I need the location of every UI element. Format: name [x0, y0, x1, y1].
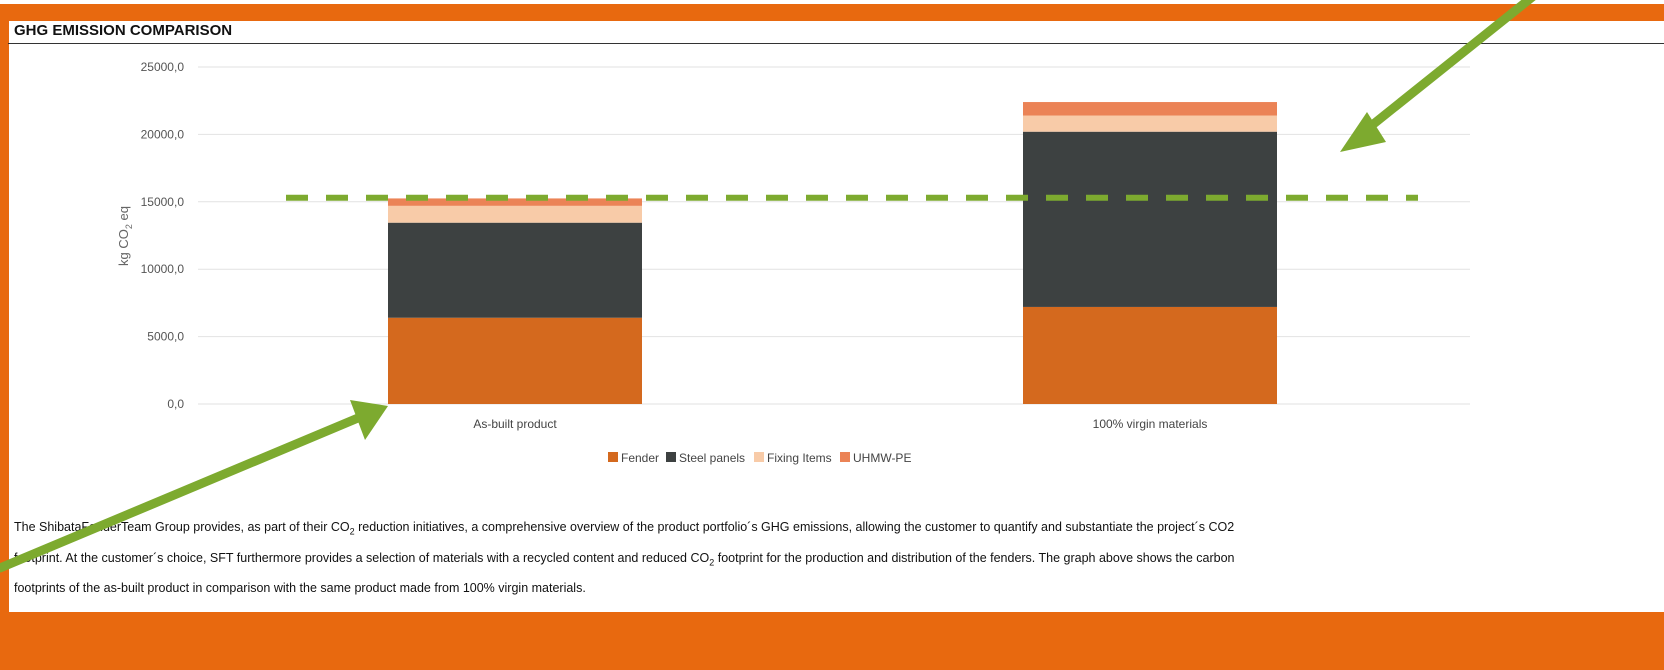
legend: Fender Steel panels Fixing Items UHMW-PE [608, 451, 911, 465]
bar-steel-panels [388, 222, 642, 318]
legend-swatch [666, 452, 676, 462]
bar-fender [388, 317, 642, 404]
description-line-2: footprint. At the customer´s choice, SFT… [14, 550, 1235, 568]
legend-label: Fixing Items [767, 451, 832, 465]
legend-swatch [608, 452, 618, 462]
y-tick-label: 15000,0 [141, 195, 185, 209]
y-axis-label: kg CO2 eq [116, 206, 134, 266]
legend-swatch [754, 452, 764, 462]
y-axis-ticks: 0,0 5000,0 10000,0 15000,0 20000,0 25000,0 [141, 60, 185, 411]
frame-bottom-bar [0, 612, 1664, 670]
y-tick-label: 5000,0 [147, 330, 184, 344]
bars [388, 102, 1277, 404]
y-tick-label: 0,0 [167, 397, 184, 411]
description-line-3: footprints of the as-built product in co… [14, 581, 586, 595]
bar-fender [1023, 306, 1277, 404]
frame-left-border [0, 4, 9, 670]
ghg-chart: 0,0 5000,0 10000,0 15000,0 20000,0 25000,0 kg… [116, 60, 1470, 465]
x-tick-label: As-built product [473, 417, 557, 431]
bar-uhmw-pe [388, 198, 642, 206]
bar-steel-panels [1023, 131, 1277, 307]
legend-label: UHMW-PE [853, 451, 911, 465]
bar-uhmw-pe [1023, 102, 1277, 116]
bar-fixing-items [388, 205, 642, 223]
x-axis-labels: As-built product 100% virgin materials [473, 417, 1207, 431]
legend-swatch [840, 452, 850, 462]
legend-label: Fender [621, 451, 659, 465]
page-title: GHG EMISSION COMPARISON [14, 22, 233, 39]
description-line-1: The ShibataFenderTeam Group provides, as… [14, 520, 1235, 537]
title-divider [8, 43, 1664, 44]
x-tick-label: 100% virgin materials [1093, 417, 1208, 431]
y-tick-label: 20000,0 [141, 127, 185, 141]
description-text: The ShibataFenderTeam Group provides, as… [14, 514, 1644, 601]
y-tick-label: 10000,0 [141, 262, 185, 276]
y-tick-label: 25000,0 [141, 60, 185, 74]
bar-fixing-items [1023, 115, 1277, 132]
legend-label: Steel panels [679, 451, 745, 465]
frame-top-bar [0, 4, 1664, 21]
